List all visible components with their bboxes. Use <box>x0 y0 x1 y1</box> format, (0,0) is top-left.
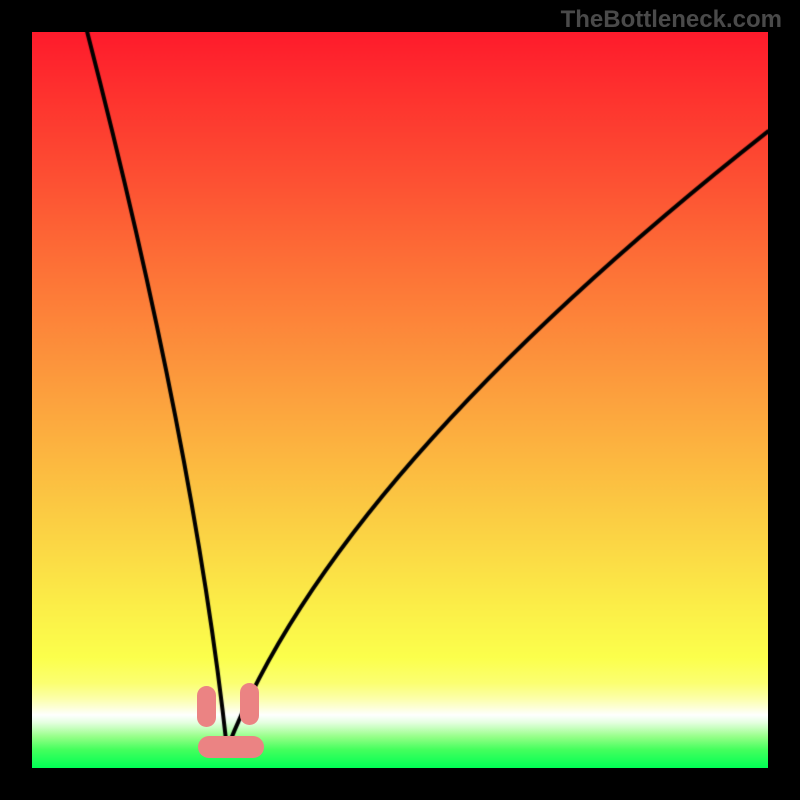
plot-area <box>32 32 768 768</box>
highlight-blob-2 <box>198 736 264 758</box>
highlight-blob-0 <box>197 686 216 727</box>
bottleneck-curve <box>32 32 768 768</box>
highlight-blob-1 <box>240 683 259 724</box>
chart-frame: TheBottleneck.com <box>0 0 800 800</box>
watermark-text: TheBottleneck.com <box>561 6 782 34</box>
